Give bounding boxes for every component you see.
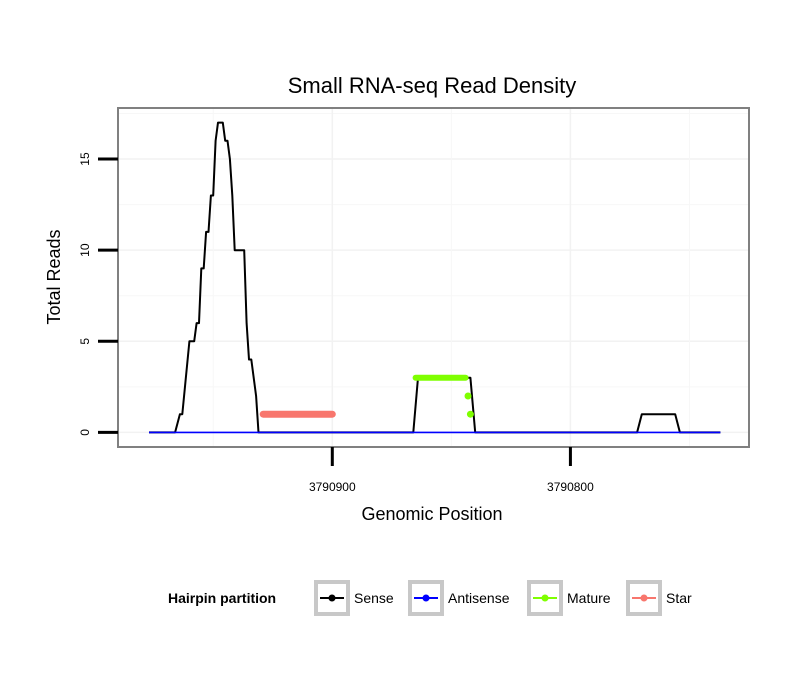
legend-title: Hairpin partition	[168, 590, 276, 606]
x-tick-label: 3790800	[547, 480, 594, 494]
y-axis-title: Total Reads	[44, 229, 64, 324]
x-axis-title: Genomic Position	[361, 504, 502, 524]
x-tick-label: 3790900	[309, 480, 356, 494]
legend-label: Antisense	[448, 590, 510, 606]
legend-key-point	[541, 594, 549, 602]
series-layer	[149, 121, 721, 434]
y-tick-label: 15	[78, 152, 92, 166]
chart-title: Small RNA-seq Read Density	[288, 73, 577, 98]
gridlines	[118, 108, 749, 447]
y-tick-label: 5	[78, 338, 92, 345]
series-mature-point	[466, 410, 474, 418]
series-sense-line	[149, 121, 721, 434]
legend-label: Sense	[354, 590, 394, 606]
x-axis: 3790900 3790800	[309, 447, 594, 494]
series-mature-point	[464, 392, 472, 400]
legend-label: Mature	[567, 590, 611, 606]
legend: Hairpin partition Sense Antisense Mature St…	[168, 580, 692, 616]
legend-key-point	[328, 594, 336, 602]
legend-label: Star	[666, 590, 692, 606]
legend-key-point	[640, 594, 648, 602]
y-axis: 0 5 10 15	[78, 152, 118, 436]
plot-panel	[118, 108, 749, 447]
legend-key-point	[422, 594, 430, 602]
y-tick-label: 10	[78, 243, 92, 257]
y-tick-label: 0	[78, 429, 92, 436]
plot-border	[117, 107, 750, 448]
